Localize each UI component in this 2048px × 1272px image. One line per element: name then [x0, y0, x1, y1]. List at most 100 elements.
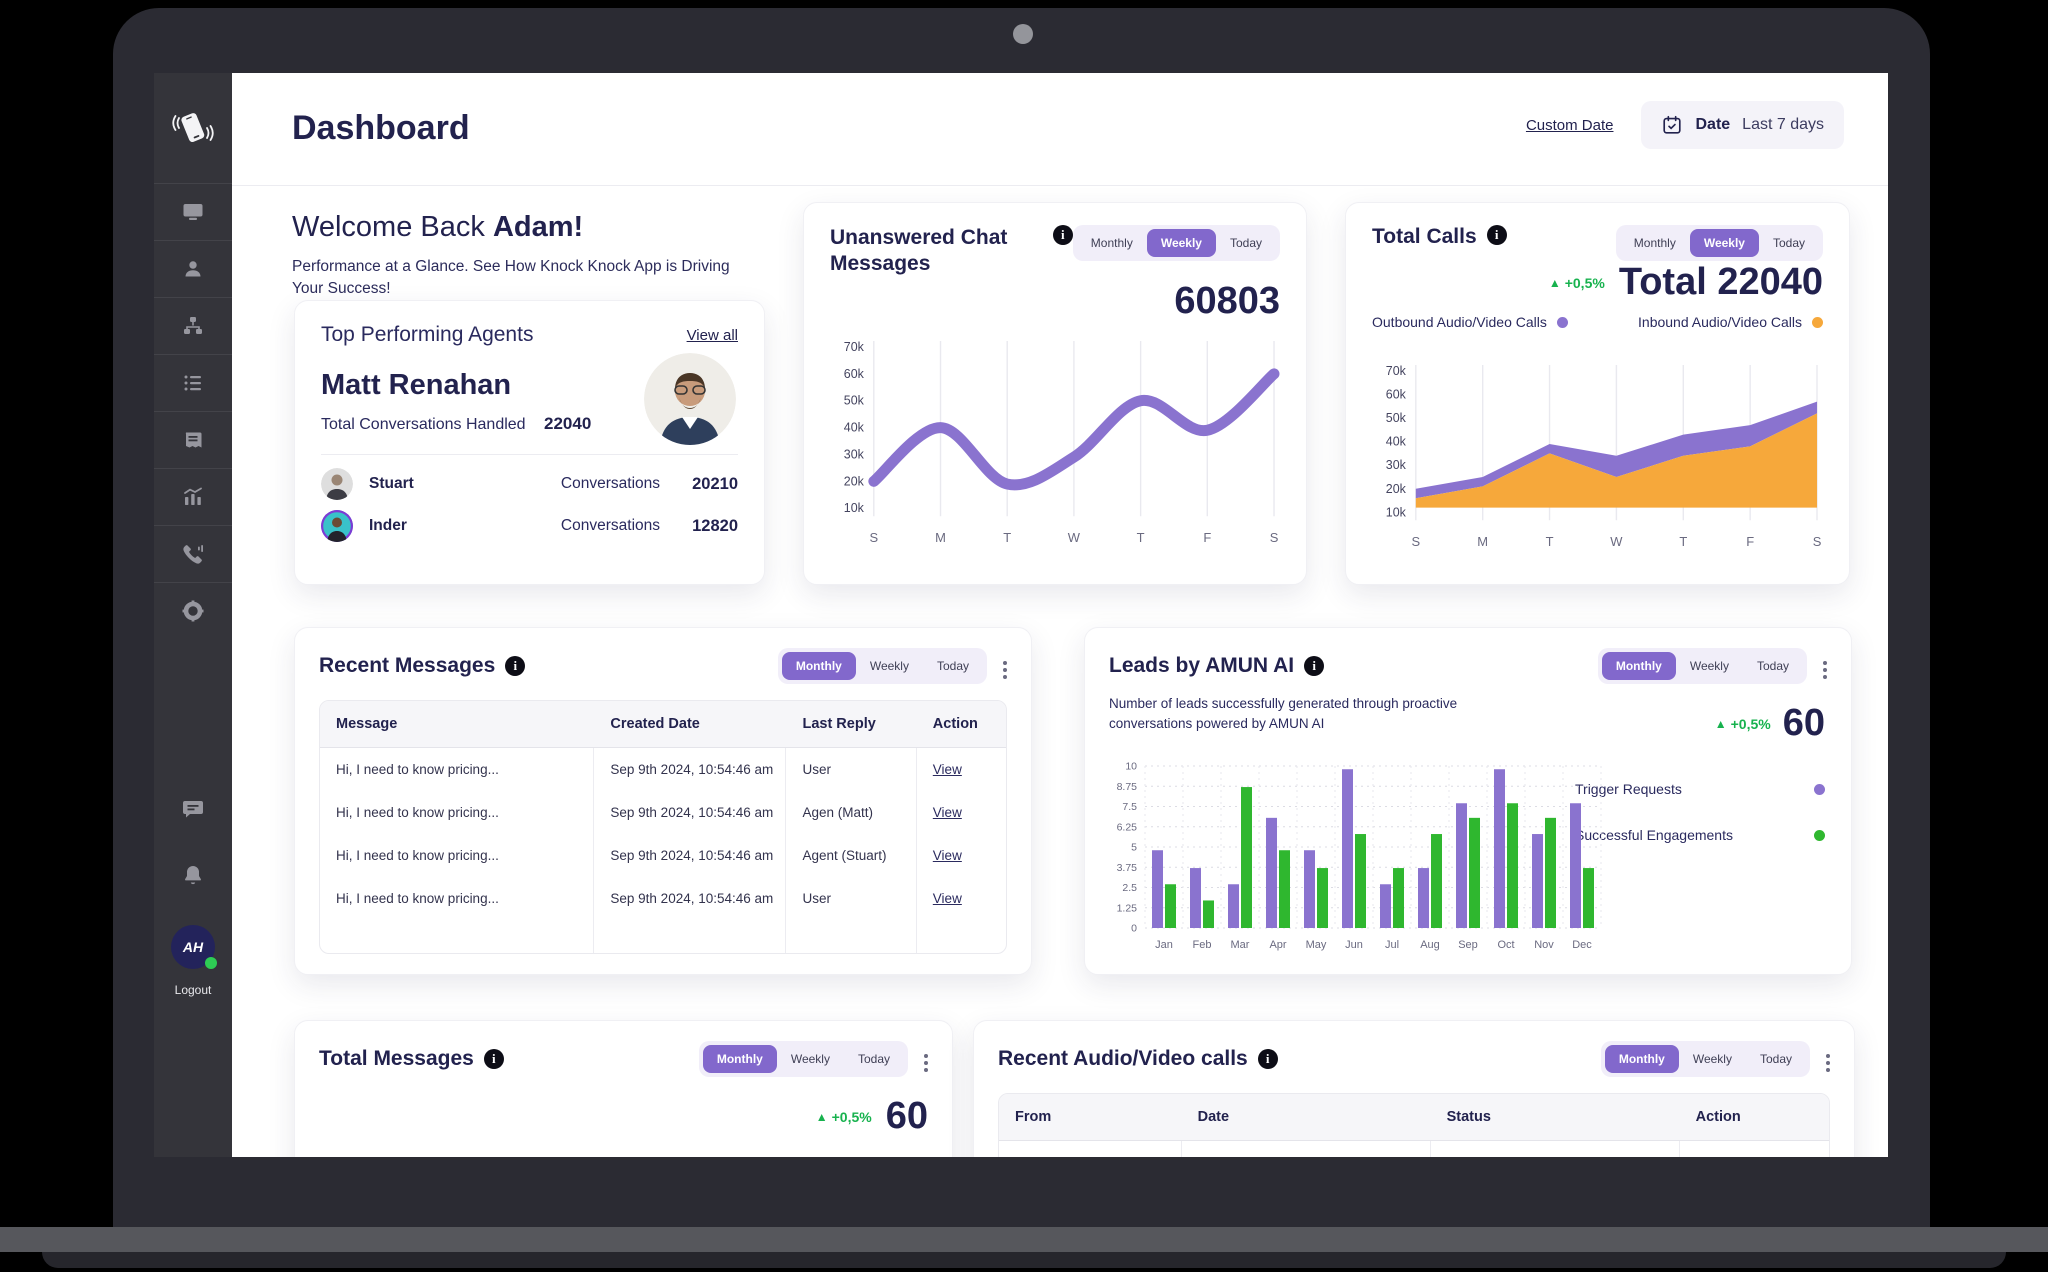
kebab-menu-icon[interactable] — [924, 1054, 928, 1072]
leads-card: Leads by AMUN AI Monthly Weekly Today Nu… — [1084, 627, 1852, 975]
date-range-button[interactable]: Date Last 7 days — [1641, 101, 1844, 149]
sidebar-item-teams[interactable] — [154, 297, 232, 354]
toggle-today[interactable]: Today — [1759, 1052, 1792, 1066]
view-link[interactable]: View — [932, 805, 962, 820]
page-title: Dashboard — [292, 109, 470, 147]
kebab-menu-icon[interactable] — [1003, 661, 1007, 679]
svg-text:40k: 40k — [844, 421, 865, 435]
kebab-menu-icon[interactable] — [1823, 661, 1827, 679]
toggle-monthly[interactable]: Monthly — [1090, 236, 1133, 250]
svg-text:M: M — [935, 530, 946, 545]
toggle-today[interactable]: Today — [1756, 659, 1789, 673]
toggle-monthly[interactable]: Monthly — [1633, 236, 1676, 250]
svg-text:S: S — [1411, 534, 1420, 549]
svg-text:10k: 10k — [1386, 505, 1407, 519]
top-agent-name: Matt Renahan — [321, 369, 512, 401]
toggle-monthly[interactable]: Monthly — [702, 1045, 777, 1073]
toggle-today[interactable]: Today — [936, 659, 969, 673]
table-row: Hi, I need to know pricing... Sep 9th 202… — [320, 748, 1006, 791]
welcome-greeting: Welcome Back — [292, 211, 485, 243]
info-icon[interactable] — [483, 1049, 504, 1069]
view-link[interactable]: View — [932, 762, 962, 777]
top-agent-photo — [644, 353, 736, 445]
user-avatar[interactable]: AH — [171, 925, 217, 969]
unanswered-chat-title: Unanswered Chat Messages — [830, 226, 1008, 276]
column-header: Date — [1197, 1109, 1230, 1125]
sidebar-item-users[interactable] — [154, 240, 232, 297]
total-messages-title: Total Messages — [319, 1047, 474, 1070]
sitemap-icon — [184, 317, 202, 334]
toggle-monthly[interactable]: Monthly — [1601, 652, 1676, 680]
sidebar-item-messages[interactable] — [154, 411, 232, 468]
svg-text:40k: 40k — [1386, 435, 1407, 449]
svg-text:Apr: Apr — [1269, 939, 1286, 951]
messages-delta-badge: +0,5% — [816, 1109, 872, 1125]
info-icon[interactable] — [1257, 1049, 1278, 1069]
sidebar-item-dashboard[interactable] — [154, 183, 232, 240]
svg-text:W: W — [1068, 530, 1081, 545]
chat-icon[interactable] — [181, 797, 205, 821]
toggle-monthly[interactable]: Monthly — [781, 652, 856, 680]
toggle-today[interactable]: Today — [857, 1052, 890, 1066]
leads-title: Leads by AMUN AI — [1109, 654, 1295, 677]
agent-row[interactable]: Inder Conversations 12820 — [321, 505, 738, 547]
sidebar-item-lists[interactable] — [154, 354, 232, 411]
message-cell: Hi, I need to know pricing... — [320, 791, 595, 834]
svg-text:50k: 50k — [1386, 411, 1407, 425]
toggle-weekly[interactable]: Weekly — [1689, 229, 1759, 257]
legend-label: Successful Engagements — [1575, 827, 1733, 843]
svg-text:60k: 60k — [1386, 387, 1407, 401]
agent-row[interactable]: Stuart Conversations 20210 — [321, 463, 738, 505]
kebab-menu-icon[interactable] — [1826, 1054, 1830, 1072]
svg-text:7.5: 7.5 — [1122, 801, 1137, 813]
period-toggle: Monthly Weekly Today — [698, 1041, 908, 1077]
toggle-weekly[interactable]: Weekly — [1689, 659, 1729, 673]
view-link[interactable]: View — [932, 848, 962, 863]
app-logo[interactable] — [154, 73, 232, 183]
svg-text:8.75: 8.75 — [1117, 781, 1138, 793]
message-cell: Hi, I need to know pricing... — [320, 877, 595, 920]
svg-text:W: W — [1610, 534, 1623, 549]
svg-text:F: F — [1203, 530, 1211, 545]
sidebar-item-settings[interactable] — [154, 582, 232, 639]
view-all-link[interactable]: View all — [686, 326, 738, 344]
toggle-weekly[interactable]: Weekly — [1692, 1052, 1732, 1066]
sidebar-item-analytics[interactable] — [154, 468, 232, 525]
list-icon — [184, 375, 201, 391]
view-link[interactable]: View — [932, 891, 962, 906]
leads-value: 60 — [1782, 702, 1825, 744]
column-header: Created Date — [610, 716, 700, 732]
legend-dot-inbound — [1812, 316, 1823, 328]
last-reply-cell: User — [786, 877, 917, 920]
svg-text:1.25: 1.25 — [1117, 902, 1138, 914]
main-content: Dashboard Custom Date Date Last 7 days — [232, 73, 1888, 1157]
info-icon[interactable] — [505, 656, 526, 676]
legend-dot-engagements — [1814, 829, 1825, 841]
logout-button[interactable]: Logout — [174, 983, 212, 997]
period-toggle: Monthly Weekly Today — [777, 648, 987, 684]
calls-delta-badge: +0,5% — [1549, 275, 1605, 291]
toggle-weekly[interactable]: Weekly — [790, 1052, 830, 1066]
info-icon[interactable] — [1052, 225, 1073, 245]
svg-text:Sep: Sep — [1458, 939, 1478, 951]
sidebar-item-calls[interactable] — [154, 525, 232, 582]
total-calls-title: Total Calls — [1372, 225, 1477, 248]
toggle-today[interactable]: Today — [1772, 236, 1805, 250]
column-header: Action — [932, 716, 978, 732]
svg-text:S: S — [1813, 534, 1822, 549]
svg-text:5: 5 — [1131, 842, 1137, 854]
custom-date-link[interactable]: Custom Date — [1525, 116, 1614, 134]
toggle-today[interactable]: Today — [1229, 236, 1262, 250]
bell-icon[interactable] — [181, 863, 205, 887]
info-icon[interactable] — [1486, 225, 1507, 245]
toggle-weekly[interactable]: Weekly — [869, 659, 909, 673]
recent-calls-card: Recent Audio/Video calls Monthly Weekly … — [973, 1020, 1855, 1157]
sidebar: AH Logout — [154, 73, 232, 1157]
agent-metric-value: 12820 — [692, 516, 738, 535]
toggle-monthly[interactable]: Monthly — [1604, 1045, 1679, 1073]
toggle-weekly[interactable]: Weekly — [1146, 229, 1216, 257]
column-header: Status — [1446, 1109, 1491, 1125]
legend-label: Inbound Messages — [319, 1154, 437, 1157]
info-icon[interactable] — [1304, 656, 1325, 676]
svg-text:Nov: Nov — [1534, 939, 1554, 951]
